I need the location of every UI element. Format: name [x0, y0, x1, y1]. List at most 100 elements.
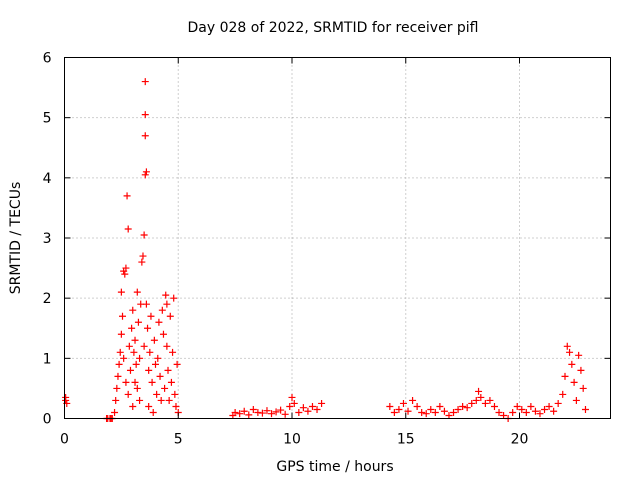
data-point [431, 408, 439, 416]
data-point [152, 360, 159, 368]
x-tick-label: 10 [283, 432, 301, 448]
data-point [454, 405, 462, 413]
data-point [115, 360, 123, 368]
data-point [119, 312, 127, 320]
y-tick-label: 1 [43, 351, 52, 367]
data-point [145, 366, 153, 374]
data-point [170, 294, 178, 302]
y-tick-label: 3 [43, 231, 52, 247]
data-point [144, 324, 152, 332]
data-point [254, 408, 262, 416]
data-point [304, 407, 312, 415]
y-tick-label: 5 [43, 111, 52, 127]
data-point [481, 399, 489, 407]
data-point [156, 372, 164, 380]
data-point [288, 393, 296, 401]
x-tick-label: 0 [60, 432, 69, 448]
data-point [138, 258, 146, 266]
data-point [427, 405, 435, 413]
data-point [131, 336, 139, 344]
data-point [140, 231, 148, 239]
data-point [513, 402, 521, 410]
data-point [171, 390, 179, 398]
data-point [472, 396, 480, 404]
data-point [146, 348, 154, 356]
data-point [120, 354, 128, 362]
data-point [295, 408, 303, 416]
data-point [399, 399, 407, 407]
data-point [475, 387, 483, 395]
data-point [154, 354, 162, 362]
y-tick-label: 4 [43, 171, 52, 187]
data-point [318, 399, 326, 407]
data-point [395, 405, 403, 413]
axis-ticks: 0 5 10 15 20 0 1 2 3 4 5 6 [43, 51, 611, 448]
data-point [561, 372, 569, 380]
x-axis-label: GPS time / hours [276, 459, 393, 475]
chart-title: Day 028 of 2022, SRMTID for receiver pif… [187, 20, 478, 36]
data-point [122, 378, 130, 386]
data-point [121, 270, 129, 278]
data-point [570, 378, 578, 386]
data-point [162, 291, 170, 299]
data-point [130, 348, 138, 356]
data-point [128, 324, 136, 332]
data-point [123, 192, 131, 200]
data-point [142, 168, 150, 176]
data-point [281, 410, 289, 418]
data-point [141, 171, 149, 179]
y-tick-label: 0 [43, 412, 52, 428]
data-point [149, 408, 157, 416]
data-point [133, 288, 141, 296]
data-point [579, 384, 587, 392]
data-point [436, 402, 444, 410]
data-point [133, 384, 141, 392]
data-point [559, 390, 567, 398]
x-tick-label: 15 [397, 432, 415, 448]
data-point [148, 378, 156, 386]
data-point [522, 408, 530, 416]
data-point [142, 300, 150, 308]
data-point [117, 288, 125, 296]
data-point [290, 399, 298, 407]
data-point [477, 393, 485, 401]
data-point [158, 306, 166, 314]
data-point [536, 410, 544, 418]
data-point [173, 360, 181, 368]
data-point [172, 402, 180, 410]
data-point [386, 402, 394, 410]
data-point [509, 408, 517, 416]
data-point [122, 264, 130, 272]
data-point [463, 404, 471, 412]
data-point [141, 78, 149, 86]
data-point [117, 330, 125, 338]
data-point [550, 407, 558, 415]
data-point [545, 402, 553, 410]
data-point [155, 318, 163, 326]
data-point [129, 402, 137, 410]
data-point [468, 399, 476, 407]
data-point [581, 405, 589, 413]
data-point [163, 342, 171, 350]
data-point [141, 132, 149, 140]
data-point [140, 342, 148, 350]
x-tick-label: 20 [511, 432, 529, 448]
data-point [141, 111, 149, 119]
data-point [413, 402, 421, 410]
data-point [500, 411, 508, 419]
data-point [136, 354, 144, 362]
data-point [518, 405, 526, 413]
data-point [125, 342, 133, 350]
data-point [459, 402, 467, 410]
data-point [404, 407, 412, 415]
data-point [167, 378, 175, 386]
y-tick-label: 6 [43, 51, 52, 67]
data-point [139, 252, 147, 260]
data-point [299, 404, 307, 412]
data-point [129, 306, 137, 314]
data-point [169, 348, 177, 356]
data-point [577, 366, 585, 374]
data-point [147, 312, 155, 320]
data-point [163, 300, 171, 308]
